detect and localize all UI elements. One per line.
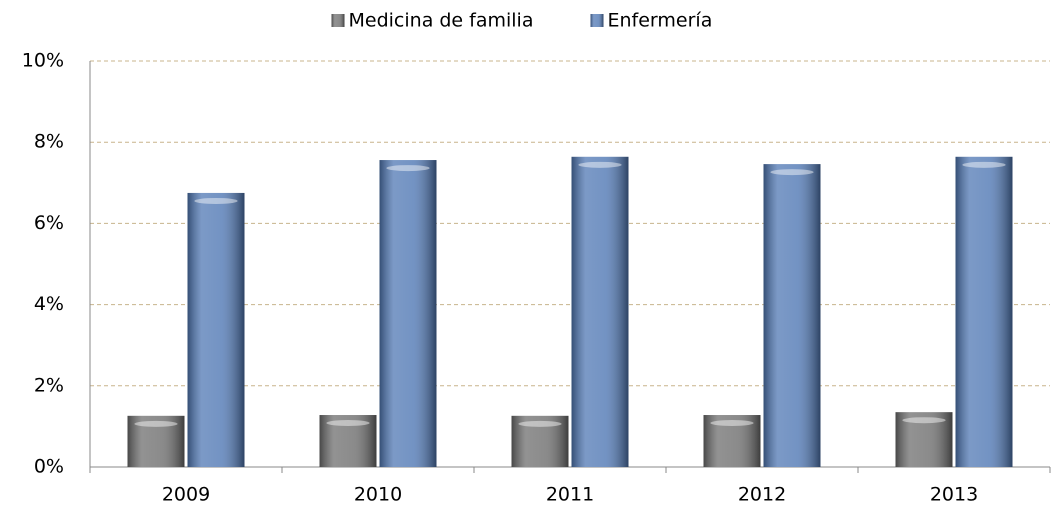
bar-shade [895, 412, 953, 467]
y-tick-label: 10% [22, 50, 64, 72]
legend-label: Medicina de familia [349, 10, 534, 32]
legend-label: Enfermería [608, 10, 713, 32]
bar-shade [511, 415, 569, 467]
y-tick-label: 2% [34, 374, 64, 396]
y-tick-label: 8% [34, 131, 64, 153]
bar-highlight [578, 161, 622, 168]
bar-shade [319, 415, 377, 467]
bar-shade [571, 156, 629, 468]
bar-highlight [962, 161, 1006, 168]
bar-highlight [902, 417, 946, 424]
bar-highlight [326, 420, 370, 427]
bar-highlight [518, 420, 562, 427]
x-tick-label: 2010 [354, 484, 402, 506]
bar-shade [763, 164, 821, 467]
x-tick-label: 2011 [546, 484, 594, 506]
legend-swatch-shade [331, 14, 345, 27]
legend-swatch-shade [590, 14, 604, 27]
bar-highlight [770, 169, 814, 176]
bar-shade [127, 415, 185, 467]
bar-shade [703, 415, 761, 467]
bar-shade [955, 156, 1013, 468]
bar-highlight [710, 420, 754, 427]
x-tick-label: 2013 [930, 484, 978, 506]
x-tick-label: 2012 [738, 484, 786, 506]
bar-shade [187, 192, 245, 467]
bar-shade [379, 160, 437, 467]
y-tick-label: 4% [34, 293, 64, 315]
x-tick-label: 2009 [162, 484, 210, 506]
bar-highlight [194, 197, 238, 204]
y-tick-label: 0% [34, 456, 64, 478]
bar-highlight [134, 420, 178, 427]
bar-highlight [386, 165, 430, 172]
y-tick-label: 6% [34, 212, 64, 234]
